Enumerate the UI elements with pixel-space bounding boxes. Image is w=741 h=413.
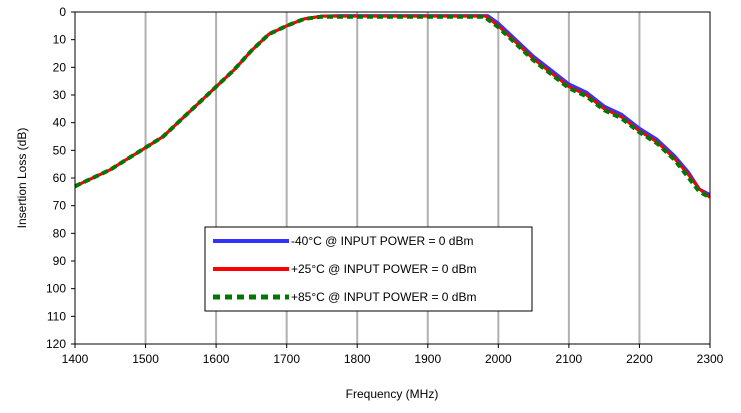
y-axis-title: Insertion Loss (dB) [15, 128, 29, 229]
y-tick-label: 10 [53, 33, 67, 47]
x-tick-label: 1800 [344, 352, 371, 366]
x-axis-title: Frequency (MHz) [346, 387, 439, 401]
x-tick-label: 2200 [626, 352, 653, 366]
y-tick-label: 110 [47, 309, 66, 323]
y-tick-label: 80 [53, 226, 67, 240]
legend: -40°C @ INPUT POWER = 0 dBm +25°C @ INPUT… [204, 226, 533, 312]
x-tick-label: 1400 [62, 352, 89, 366]
x-tick-label: 1500 [132, 352, 159, 366]
x-tick-label: 2300 [697, 352, 724, 366]
y-tick-label: 90 [53, 254, 67, 268]
y-tick-label: 20 [53, 60, 67, 74]
y-tick-label: 40 [53, 116, 67, 130]
y-tick-label: 120 [46, 337, 66, 351]
x-tick-label: 1900 [414, 352, 441, 366]
x-tick-label: 1600 [203, 352, 230, 366]
y-tick-label: 70 [53, 199, 67, 213]
x-tick-label: 1700 [273, 352, 300, 366]
y-tick-label: 60 [53, 171, 67, 185]
x-axis-ticks: 1400 1500 1600 1700 1800 1900 2000 2100 2200 2300 [62, 344, 724, 366]
legend-label: -40°C @ INPUT POWER = 0 dBm [291, 234, 473, 248]
y-tick-label: 50 [53, 143, 67, 157]
legend-label: +85°C @ INPUT POWER = 0 dBm [291, 290, 476, 304]
series-group [74, 14, 711, 200]
legend-label: +25°C @ INPUT POWER = 0 dBm [291, 262, 476, 276]
y-tick-label: 0 [59, 5, 66, 19]
series-line-3 [74, 14, 711, 200]
y-tick-label: 30 [53, 88, 67, 102]
y-axis-ticks: 0 10 20 30 40 50 60 70 80 90 100 110 120 [46, 5, 75, 351]
y-tick-label: 100 [46, 282, 66, 296]
x-tick-label: 2000 [485, 352, 512, 366]
x-tick-label: 2100 [556, 352, 583, 366]
